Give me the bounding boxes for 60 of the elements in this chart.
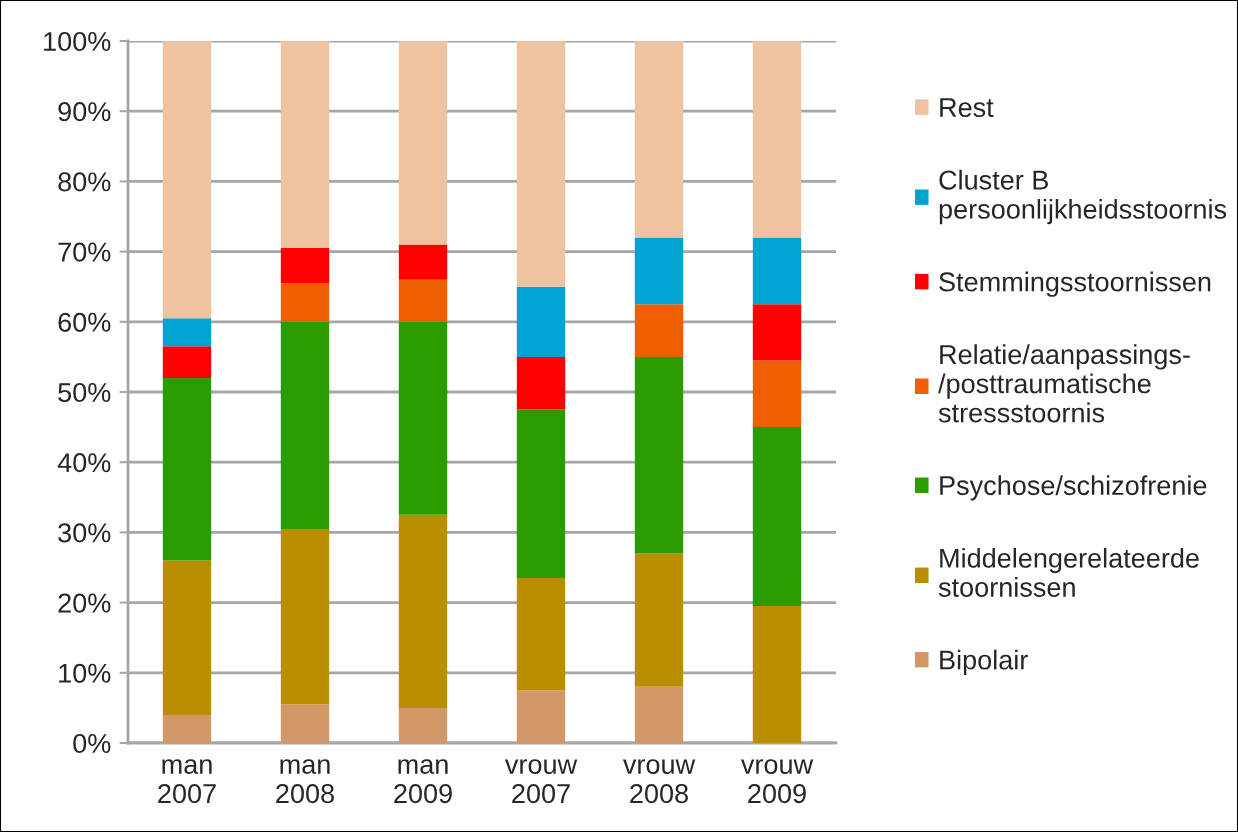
x-tick-label: vrouw 2007 (504, 759, 578, 804)
legend-label: Bipolair (940, 649, 1028, 675)
y-tick-label: 10% (59, 663, 111, 683)
x-tick-label: vrouw 2009 (740, 759, 814, 804)
legend-label: Relatie/aanpassings- /posttraumatische stressstoornis (938, 344, 1190, 423)
bar (634, 304, 684, 357)
x-tick-label: man 2008 (276, 759, 334, 804)
bar (280, 528, 330, 705)
legend-label: Middelengerelateerde stoornissen (938, 547, 1199, 597)
bar (398, 244, 448, 280)
x-tick-label: vrouw 2008 (622, 759, 696, 804)
bar (280, 704, 330, 743)
legend-label: Psychose/schizofrenie (940, 475, 1207, 501)
y-tick-label: 0% (73, 733, 111, 754)
bar (752, 606, 802, 743)
bar (516, 409, 566, 579)
y-tick-label: 20% (58, 593, 111, 613)
legend-label: Cluster B persoonlijkheidsstoornis (939, 169, 1227, 225)
bar (398, 279, 448, 322)
bar (280, 41, 330, 249)
legend-label: Stemmingsstoornissen (939, 271, 1211, 297)
x-tick-label: man 2007 (158, 759, 216, 804)
bar (162, 318, 212, 347)
bar (752, 237, 802, 305)
bar (516, 578, 566, 691)
y-tick-label: 60% (58, 312, 111, 332)
bar (752, 360, 802, 428)
bar (634, 356, 684, 554)
bar (752, 427, 802, 607)
bar (162, 560, 212, 715)
y-tick-label: 80% (58, 172, 111, 192)
bar (162, 714, 212, 743)
bar (634, 686, 684, 743)
y-tick-label: 40% (57, 453, 111, 473)
bar (280, 321, 330, 529)
legend-label: Rest (940, 98, 994, 118)
bar (516, 286, 566, 357)
bar (162, 377, 212, 561)
y-tick-label: 90% (58, 102, 111, 122)
y-tick-label: 70% (58, 242, 111, 262)
bar (398, 321, 448, 515)
bar (634, 41, 684, 238)
bar (634, 237, 684, 305)
bar (516, 690, 566, 743)
y-tick-label: 100% (44, 31, 111, 52)
bar (280, 248, 330, 284)
bar (634, 553, 684, 687)
y-tick-label: 30% (58, 523, 111, 543)
bar (752, 304, 802, 361)
y-tick-label: 50% (58, 382, 111, 403)
bar (280, 283, 330, 322)
bar (398, 514, 448, 708)
bar (398, 41, 448, 245)
bar (516, 356, 566, 410)
bar (162, 41, 212, 319)
bar (398, 707, 448, 743)
x-tick-label: man 2009 (394, 759, 452, 804)
bar (516, 41, 566, 287)
bar (162, 346, 212, 378)
bar (752, 41, 802, 238)
